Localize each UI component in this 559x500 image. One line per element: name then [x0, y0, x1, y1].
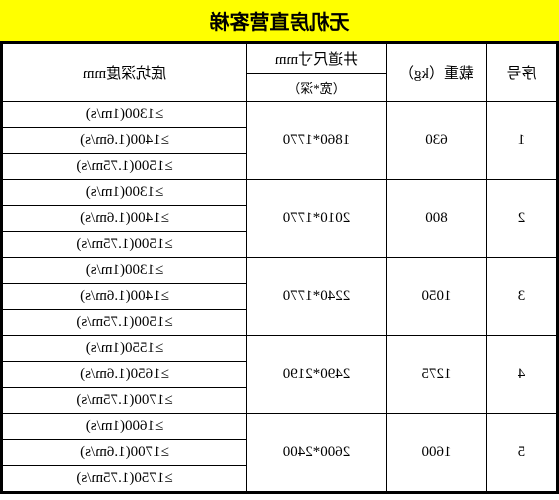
header-load: 载重（kg） — [387, 44, 487, 102]
cell-shaft: 2240*1770 — [247, 258, 387, 336]
header-seq: 序号 — [487, 44, 557, 102]
cell-shaft: 2490*2190 — [247, 336, 387, 414]
header-shaft-sub: （宽*深） — [247, 74, 387, 102]
table-row: 516002600*2400≥1600(1m/s) — [3, 414, 557, 440]
spec-table: 序号 载重（kg） 井道尺寸mm 底坑深度mm （宽*深） 16301860*1… — [2, 43, 557, 492]
cell-shaft: 1860*1770 — [247, 102, 387, 180]
cell-depth: ≥1300(1m/s) — [3, 102, 247, 128]
table-wrapper: 序号 载重（kg） 井道尺寸mm 底坑深度mm （宽*深） 16301860*1… — [0, 43, 559, 494]
cell-depth: ≥1500(1.75m/s) — [3, 310, 247, 336]
cell-load: 1275 — [387, 336, 487, 414]
cell-depth: ≥1400(1.6m/s) — [3, 128, 247, 154]
cell-seq: 1 — [487, 102, 557, 180]
cell-load: 630 — [387, 102, 487, 180]
cell-depth: ≥1700(1.6m/s) — [3, 440, 247, 466]
cell-seq: 3 — [487, 258, 557, 336]
cell-depth: ≥1550(1m/s) — [3, 336, 247, 362]
cell-load: 1050 — [387, 258, 487, 336]
table-row: 28002010*1770≥1300(1m/s) — [3, 180, 557, 206]
header-depth: 底坑深度mm — [3, 44, 247, 102]
page-title: 无机房直营客梯 — [210, 12, 350, 34]
cell-depth: ≥1300(1m/s) — [3, 180, 247, 206]
table-head: 序号 载重（kg） 井道尺寸mm 底坑深度mm （宽*深） — [3, 44, 557, 102]
cell-load: 1600 — [387, 414, 487, 492]
cell-depth: ≥1400(1.6m/s) — [3, 284, 247, 310]
cell-shaft: 2600*2400 — [247, 414, 387, 492]
header-row-1: 序号 载重（kg） 井道尺寸mm 底坑深度mm — [3, 44, 557, 74]
cell-depth: ≥1500(1.75m/s) — [3, 154, 247, 180]
cell-depth: ≥1700(1.75m/s) — [3, 388, 247, 414]
cell-depth: ≥1600(1m/s) — [3, 414, 247, 440]
title-bar: 无机房直营客梯 — [0, 0, 559, 43]
table-row: 310502240*1770≥1300(1m/s) — [3, 258, 557, 284]
cell-seq: 4 — [487, 336, 557, 414]
cell-depth: ≥1650(1.6m/s) — [3, 362, 247, 388]
cell-depth: ≥1500(1.75m/s) — [3, 232, 247, 258]
cell-shaft: 2010*1770 — [247, 180, 387, 258]
table-row: 16301860*1770≥1300(1m/s) — [3, 102, 557, 128]
cell-seq: 2 — [487, 180, 557, 258]
table-body: 16301860*1770≥1300(1m/s)≥1400(1.6m/s)≥15… — [3, 102, 557, 492]
cell-seq: 5 — [487, 414, 557, 492]
cell-load: 800 — [387, 180, 487, 258]
cell-depth: ≥1750(1.75m/s) — [3, 466, 247, 492]
table-row: 412752490*2190≥1550(1m/s) — [3, 336, 557, 362]
header-shaft-top: 井道尺寸mm — [247, 44, 387, 74]
cell-depth: ≥1400(1.6m/s) — [3, 206, 247, 232]
cell-depth: ≥1300(1m/s) — [3, 258, 247, 284]
